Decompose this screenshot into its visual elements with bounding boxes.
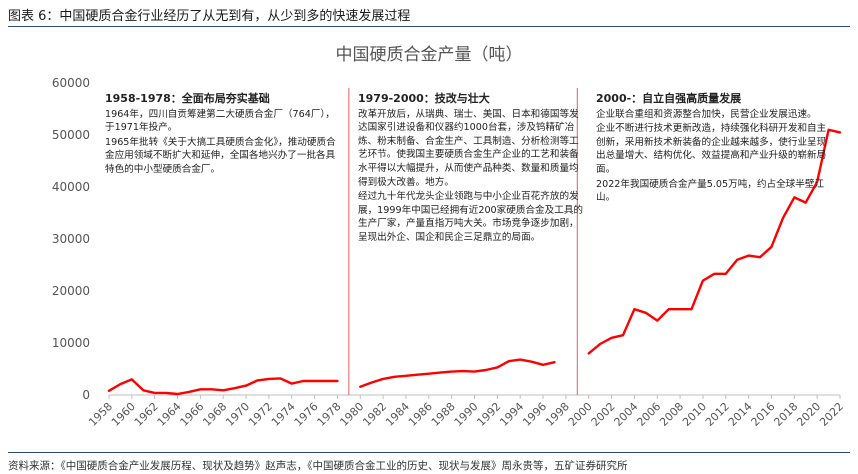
era-annotation-text: 1964年，四川自贡筹建第二大硬质合金厂（764厂），于1971年投产。 [105, 108, 335, 134]
x-tick-label: 1986 [406, 400, 435, 429]
y-tick-label: 50000 [52, 128, 90, 142]
era-annotation-2000-onward: 2000-：自立自强高质量发展 企业联合重组和资源整合加快，民营企业发展迅速。 … [596, 92, 828, 206]
y-tick-label: 20000 [52, 284, 90, 298]
source-rule [8, 452, 850, 453]
x-tick-label: 1962 [132, 400, 161, 429]
y-tick-label: 0 [82, 388, 90, 402]
x-tick-label: 1992 [474, 400, 503, 429]
x-tick-label: 2002 [589, 400, 618, 429]
era-annotation-text: 2022年我国硬质合金产量5.05万吨，约占全球半壁江山。 [596, 178, 825, 204]
x-tick-label: 2006 [634, 400, 663, 429]
era-dividers [348, 88, 578, 395]
x-tick-label: 2014 [726, 400, 755, 429]
y-tick-label: 30000 [52, 232, 90, 246]
x-tick-label: 1968 [200, 400, 229, 429]
x-tick-label: 1966 [178, 400, 207, 429]
x-tick-label: 2018 [771, 400, 800, 429]
caption-rule [8, 26, 850, 27]
x-tick-label: 1990 [452, 400, 481, 429]
era-annotation-title: 2000-：自立自强高质量发展 [596, 92, 742, 105]
era-annotation-text: 改革开放后，从瑞典、瑞士、美国、日本和德国等发达国家引进设备和仪器约1000台套… [358, 108, 579, 188]
era-annotation-1979-2000: 1979-2000：技改与壮大 改革开放后，从瑞典、瑞士、美国、日本和德国等发达… [358, 92, 586, 246]
x-axis: 1958196019621964196619681970197219741976… [86, 394, 846, 429]
chart-title: 中国硬质合金产量（吨） [335, 45, 523, 65]
y-tick-label: 10000 [52, 336, 90, 350]
series-line-segment [107, 377, 339, 396]
source-note: 资料来源：《中国硬质合金产业发展历程、现状及趋势》赵声志，《中国硬质合金工业的历… [8, 460, 628, 472]
x-tick-label: 2020 [794, 400, 823, 429]
era-annotation-title: 1958-1978：全面布局夯实基础 [105, 92, 270, 105]
x-tick-label: 1988 [429, 400, 458, 429]
x-tick-label: 2016 [749, 400, 778, 429]
y-axis: 0 10000 20000 30000 40000 50000 60000 [52, 76, 90, 402]
x-tick-label: 1978 [315, 400, 344, 429]
x-tick-label: 1998 [543, 400, 572, 429]
y-tick-label: 60000 [52, 76, 90, 90]
x-tick-label: 1964 [155, 400, 184, 429]
x-tick-label: 2012 [703, 400, 732, 429]
x-tick-label: 2004 [612, 400, 641, 429]
x-tick-label: 2008 [657, 400, 686, 429]
x-tick-label: 1960 [109, 400, 138, 429]
series-line-segment [359, 358, 556, 388]
x-tick-label: 2000 [566, 400, 595, 429]
era-annotation-text: 1965年批转《关于大搞工具硬质合金化》，推动硬质合金应用领域不断扩大和延伸，全… [105, 136, 336, 175]
x-tick-label: 1982 [360, 400, 389, 429]
x-tick-label: 1972 [246, 400, 275, 429]
x-tick-label: 1958 [86, 400, 115, 429]
x-tick-label: 2022 [817, 400, 846, 429]
x-tick-label: 1996 [520, 400, 549, 429]
x-tick-label: 1984 [383, 400, 412, 429]
era-annotation-text: 企业不断进行技术更新改造，持续强化科研开发和自主创新，采用新技术新装备的企业越来… [596, 123, 827, 175]
production-series [107, 128, 842, 396]
x-tick-label: 1994 [497, 400, 526, 429]
era-annotation-text: 经过九十年代龙头企业领跑与中小企业百花齐放的发展，1999年中国已经拥有近200… [358, 191, 584, 243]
x-tick-label: 1976 [292, 400, 321, 429]
x-tick-label: 2010 [680, 400, 709, 429]
x-tick-label: 1970 [223, 400, 252, 429]
era-annotation-text: 企业联合重组和资源整合加快，民营企业发展迅速。 [596, 108, 817, 120]
era-annotation-title: 1979-2000：技改与壮大 [358, 92, 490, 105]
era-annotation-1958-1978: 1958-1978：全面布局夯实基础 1964年，四川自贡筹建第二大硬质合金厂（… [105, 92, 341, 178]
figure-caption: 图表 6：中国硬质合金行业经历了从无到有，从少到多的快速发展过程 [8, 9, 411, 24]
x-tick-label: 1980 [337, 400, 366, 429]
x-tick-label: 1974 [269, 400, 298, 429]
series-line-segment [587, 128, 842, 355]
y-tick-label: 40000 [52, 180, 90, 194]
